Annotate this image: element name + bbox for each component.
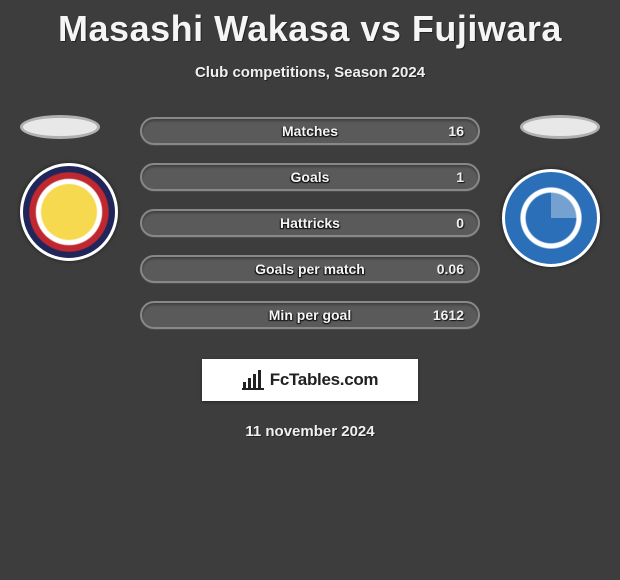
stat-row-goals-per-match: Goals per match 0.06: [140, 255, 480, 283]
stat-row-min-per-goal: Min per goal 1612: [140, 301, 480, 329]
stat-row-matches: Matches 16: [140, 117, 480, 145]
stat-label: Goals: [291, 169, 330, 185]
stat-value: 1: [456, 169, 464, 185]
left-team-badge: [20, 163, 118, 261]
stat-label: Hattricks: [280, 215, 340, 231]
brand-link[interactable]: FcTables.com: [202, 359, 418, 401]
stat-value: 1612: [433, 307, 464, 323]
stat-label: Matches: [282, 123, 338, 139]
page-title: Masashi Wakasa vs Fujiwara: [0, 0, 620, 50]
stat-value: 0: [456, 215, 464, 231]
stat-value: 16: [448, 123, 464, 139]
comparison-section: Matches 16 Goals 1 Hattricks 0 Goals per…: [0, 117, 620, 440]
stat-label: Min per goal: [269, 307, 351, 323]
stats-list: Matches 16 Goals 1 Hattricks 0 Goals per…: [140, 117, 480, 329]
stat-value: 0.06: [437, 261, 464, 277]
stat-label: Goals per match: [255, 261, 365, 277]
stat-row-goals: Goals 1: [140, 163, 480, 191]
left-player-oval: [20, 115, 100, 139]
date-text: 11 november 2024: [0, 423, 620, 440]
brand-text: FcTables.com: [270, 370, 379, 390]
right-team-badge: [502, 169, 600, 267]
subtitle: Club competitions, Season 2024: [0, 64, 620, 81]
stat-row-hattricks: Hattricks 0: [140, 209, 480, 237]
bar-chart-icon: [242, 370, 264, 390]
right-player-oval: [520, 115, 600, 139]
